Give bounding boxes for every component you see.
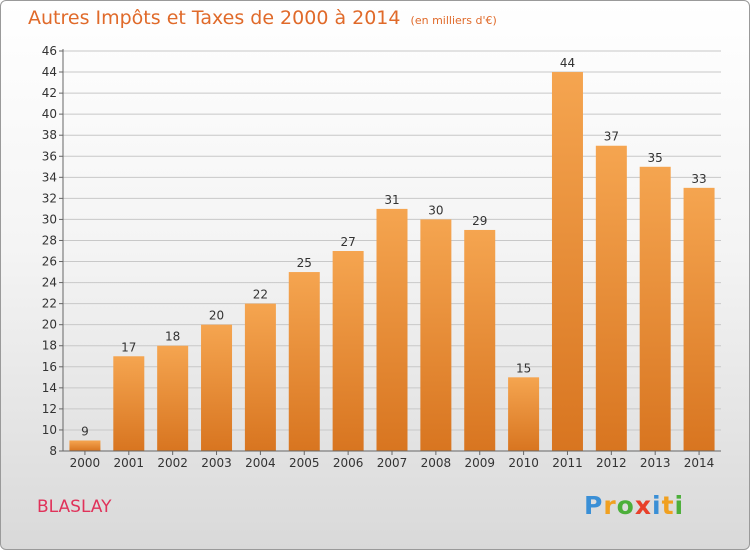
x-tick-label: 2002 [157,456,188,470]
y-tick-label: 14 [42,381,57,395]
bar [332,251,364,451]
bar-value-label: 9 [81,424,89,438]
bar-value-label: 17 [121,340,136,354]
x-tick-label: 2001 [114,456,145,470]
bar [420,219,452,451]
x-tick-label: 2003 [201,456,232,470]
logo-letter: i [652,491,662,520]
y-tick-label: 16 [42,360,57,374]
bar-value-label: 33 [691,172,706,186]
x-tick-label: 2014 [684,456,715,470]
bar [244,303,276,451]
bar [69,440,101,451]
x-tick-label: 2006 [333,456,364,470]
y-tick-label: 36 [42,149,57,163]
logo-letter: r [603,491,617,520]
bar [201,324,233,451]
y-tick-label: 30 [42,212,57,226]
bar-value-label: 44 [560,56,575,70]
logo-letter: o [616,491,635,520]
bar-value-label: 29 [472,214,487,228]
y-tick-label: 42 [42,86,57,100]
y-tick-label: 22 [42,297,57,311]
y-tick-label: 18 [42,339,57,353]
chart-subtitle: (en milliers d'€) [410,14,497,27]
bar [595,145,627,451]
x-tick-label: 2010 [508,456,539,470]
labels: 9 17 18 20 22 25 27 31 30 29 15 44 37 35 33 [81,56,707,438]
y-tick-label: 32 [42,191,57,205]
y-tick-label: 34 [42,170,57,184]
y-tick-label: 46 [42,44,57,58]
bar [376,208,408,451]
y-tick-label: 8 [49,444,57,458]
y-tick-label: 28 [42,233,57,247]
bar [551,72,583,451]
bar-value-label: 22 [253,288,268,302]
bar-value-label: 31 [384,193,399,207]
bar [464,229,496,451]
bar [288,272,320,451]
x-tick-label: 2007 [377,456,408,470]
logo-letter: P [584,491,604,520]
x-tick-label: 2005 [289,456,320,470]
x-tick-label: 2008 [421,456,452,470]
bars [69,72,715,451]
bar [639,166,671,451]
bar-value-label: 15 [516,361,531,375]
bar-value-label: 20 [209,309,224,323]
proxiti-logo: Proxiti [584,491,684,520]
commune-name: BLASLAY [37,497,112,517]
x-tick-label: 2011 [552,456,583,470]
bar [508,377,540,451]
bar-value-label: 37 [604,130,619,144]
x-tick-label: 2013 [640,456,671,470]
bar-value-label: 35 [648,151,663,165]
y-tick-label: 40 [42,107,57,121]
bar [683,187,715,451]
bar-value-label: 27 [340,235,355,249]
bar [113,356,145,451]
y-tick-label: 26 [42,255,57,269]
bar-value-label: 25 [297,256,312,270]
bar [157,345,189,451]
x-tick-label: 2000 [70,456,101,470]
x-tick-label: 2004 [245,456,276,470]
y-tick-label: 24 [42,276,57,290]
logo-letter: i [674,491,685,520]
bar-value-label: 18 [165,330,180,344]
y-tick-label: 38 [42,128,57,142]
x-tick-label: 2009 [464,456,495,470]
axes: 8 10 12 14 16 18 20 22 24 26 28 30 32 34 36 38 40 42 44 46 2… [42,44,721,470]
logo-letter: t [661,491,675,520]
y-tick-label: 12 [42,402,57,416]
bar-value-label: 30 [428,203,443,217]
x-tick-label: 2012 [596,456,627,470]
title-text: Autres Impôts et Taxes de 2000 à 2014 [28,7,401,29]
logo-letter: x [634,491,652,520]
chart-title: Autres Impôts et Taxes de 2000 à 2014 (e… [28,7,497,29]
y-tick-label: 10 [42,423,57,437]
y-tick-label: 44 [42,65,57,79]
y-tick-label: 20 [42,318,57,332]
